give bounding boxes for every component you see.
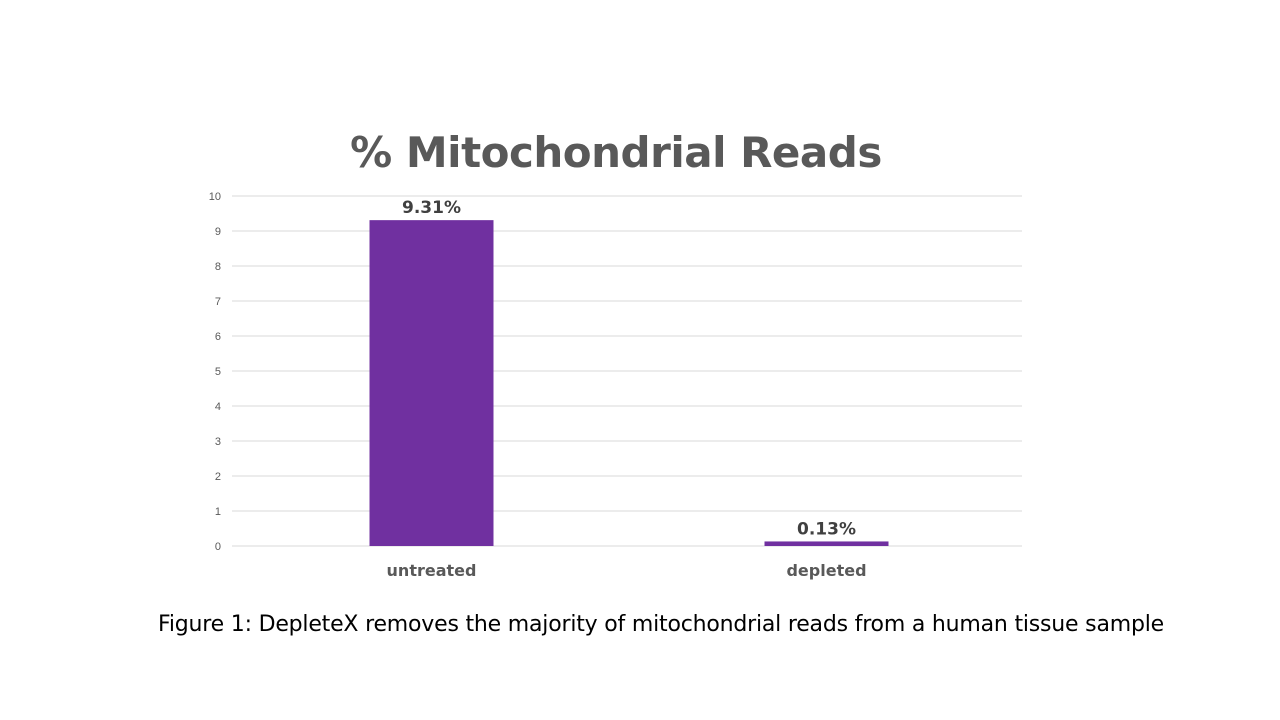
bar-depleted — [764, 541, 889, 546]
y-tick-label: 4 — [215, 401, 221, 413]
y-tick-label: 3 — [215, 436, 221, 448]
y-tick-label: 10 — [209, 191, 221, 203]
gridlines — [232, 195, 1022, 547]
bar-chart: 0 1 2 3 4 5 6 7 8 9 10 9.31% 0.13% untreated deplete… — [209, 191, 1022, 580]
y-tick-label: 2 — [215, 471, 221, 483]
category-label-depleted: depleted — [786, 561, 866, 580]
y-tick-label: 8 — [215, 261, 221, 273]
y-tick-label: 9 — [215, 226, 221, 238]
figure-caption: Figure 1: DepleteX removes the majority … — [158, 612, 1164, 637]
y-tick-label: 5 — [215, 366, 221, 378]
bars — [369, 220, 889, 546]
chart-title: % Mitochondrial Reads — [350, 128, 882, 177]
y-tick-label: 1 — [215, 506, 221, 518]
y-tick-label: 6 — [215, 331, 221, 343]
y-tick-label: 7 — [215, 296, 221, 308]
bar-untreated — [369, 220, 494, 546]
data-label-depleted: 0.13% — [797, 519, 856, 539]
category-label-untreated: untreated — [387, 561, 477, 580]
y-axis-tick-labels: 0 1 2 3 4 5 6 7 8 9 10 — [209, 191, 221, 553]
y-tick-label: 0 — [215, 541, 221, 553]
data-labels: 9.31% 0.13% — [402, 198, 856, 539]
x-axis-category-labels: untreated depleted — [387, 561, 867, 580]
data-label-untreated: 9.31% — [402, 198, 461, 218]
